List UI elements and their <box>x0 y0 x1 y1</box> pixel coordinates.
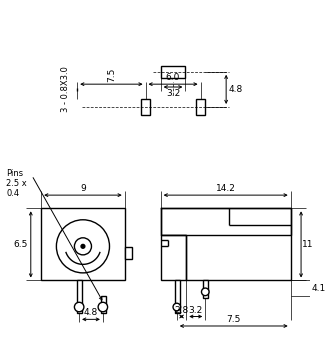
Text: 7.5: 7.5 <box>107 68 116 82</box>
Circle shape <box>57 220 110 273</box>
Text: 6.5: 6.5 <box>13 240 28 249</box>
Bar <box>175 280 180 313</box>
Text: 4.8: 4.8 <box>84 309 98 318</box>
Bar <box>41 208 125 280</box>
Circle shape <box>81 245 85 248</box>
Bar <box>161 66 185 78</box>
Text: 4.8: 4.8 <box>229 85 243 94</box>
Bar <box>203 280 208 297</box>
Text: 3.2: 3.2 <box>166 89 180 98</box>
Text: 11: 11 <box>302 240 313 249</box>
Bar <box>196 99 205 115</box>
Bar <box>77 280 82 313</box>
Circle shape <box>202 288 209 296</box>
Circle shape <box>173 303 181 311</box>
Text: 3 - 0.8X3.0: 3 - 0.8X3.0 <box>61 67 71 112</box>
Circle shape <box>98 302 108 312</box>
Circle shape <box>74 238 91 255</box>
Bar <box>101 296 106 313</box>
Text: 3.2: 3.2 <box>189 306 203 315</box>
Text: Pins
2.5 x
0.4: Pins 2.5 x 0.4 <box>6 169 27 198</box>
Text: 4.1: 4.1 <box>312 284 325 292</box>
Bar <box>141 99 150 115</box>
Text: 9: 9 <box>80 184 86 193</box>
Bar <box>125 247 132 259</box>
Text: 14.2: 14.2 <box>216 184 236 193</box>
Bar <box>161 235 186 280</box>
Text: 7.5: 7.5 <box>227 315 241 324</box>
Text: 6.0: 6.0 <box>166 73 180 82</box>
Text: 2.8: 2.8 <box>175 306 189 315</box>
Circle shape <box>74 302 84 312</box>
Bar <box>161 208 291 235</box>
